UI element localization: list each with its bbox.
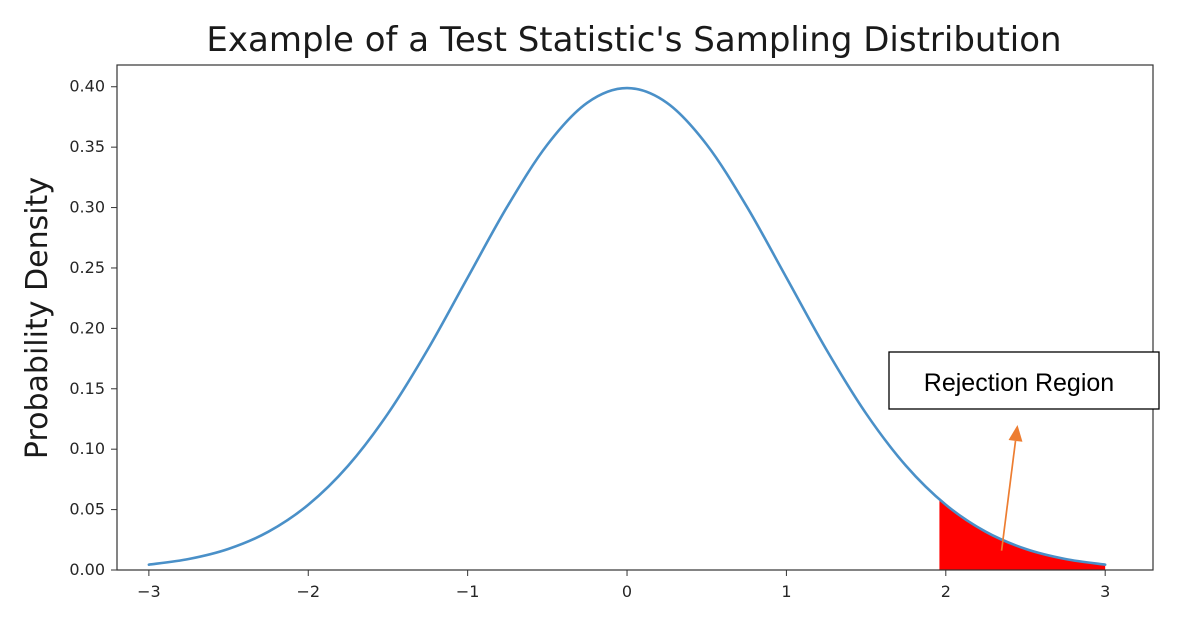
x-tick-label: −1	[456, 582, 480, 601]
x-tick-label: 1	[781, 582, 791, 601]
x-tick-label: 3	[1100, 582, 1110, 601]
y-tick-label: 0.05	[69, 500, 105, 519]
rejection-region-fill	[939, 498, 1106, 570]
y-tick-label: 0.30	[69, 198, 105, 217]
x-tick-label: 0	[622, 582, 632, 601]
annotation-arrow	[1000, 425, 1023, 551]
y-tick-label: 0.35	[69, 137, 105, 156]
density-curve-layer	[147, 86, 1107, 566]
x-tick-label: −3	[137, 582, 161, 601]
y-axis-label: Probability Density	[20, 177, 55, 459]
rejection-region-area	[939, 498, 1106, 570]
axis-ticks: −3 −2 −1 0 1 2 3 0.00 0.05 0.10 0.15 0.20 0.25 0.30 0.…	[69, 77, 1110, 601]
y-tick-label: 0.00	[69, 560, 105, 579]
y-tick-label: 0.20	[69, 318, 105, 337]
x-tick-label: −2	[296, 582, 320, 601]
annotation-arrow-head	[1008, 425, 1023, 442]
x-tick-label: 2	[941, 582, 951, 601]
annotation-box	[888, 351, 1160, 410]
annotation-arrow-shaft	[1000, 440, 1017, 551]
chart-title: Example of a Test Statistic's Sampling D…	[206, 20, 1061, 60]
y-tick-label: 0.25	[69, 258, 105, 277]
density-curve	[147, 86, 1107, 566]
plot-frame	[116, 64, 1154, 571]
y-tick-label: 0.10	[69, 439, 105, 458]
y-tick-label: 0.40	[69, 77, 105, 96]
annotation-label: Rejection Region	[924, 369, 1114, 397]
y-tick-label: 0.15	[69, 379, 105, 398]
